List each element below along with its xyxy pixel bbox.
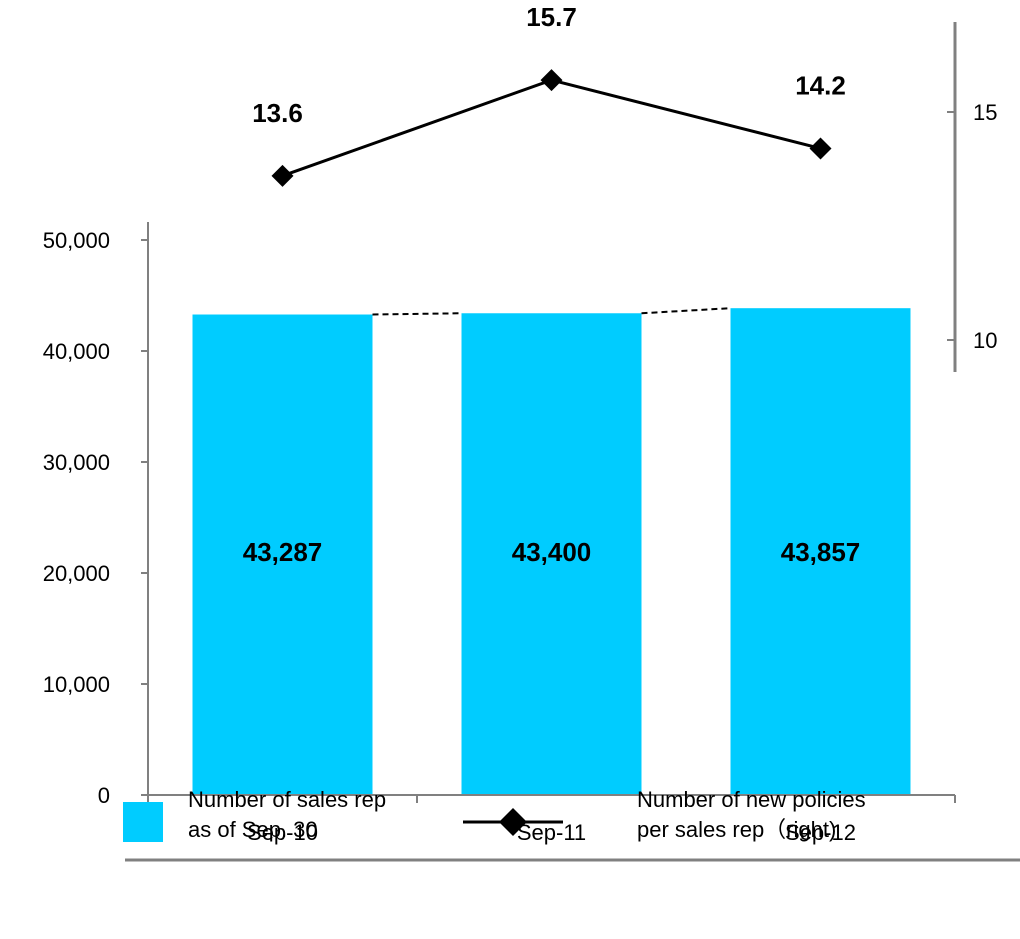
right-axis-tick-label: 15 bbox=[973, 100, 997, 125]
left-axis-tick-label: 10,000 bbox=[43, 672, 110, 697]
bar bbox=[730, 308, 911, 795]
bar-connector-line bbox=[372, 312, 462, 316]
x-axis-group: Sep-10 Sep-11 Sep-12 bbox=[147, 794, 956, 845]
line-series-group bbox=[271, 69, 832, 187]
left-axis-tick-label: 50,000 bbox=[43, 228, 110, 253]
left-axis-tick-label: 40,000 bbox=[43, 339, 110, 364]
legend-bar-label-line2: as of Sep. 30 bbox=[188, 817, 318, 842]
x-axis-tick-label: Sep-12 bbox=[785, 820, 856, 845]
legend-line-label-line2: per sales rep（right) bbox=[637, 817, 836, 842]
legend-bar-label-line1: Number of sales rep bbox=[188, 787, 386, 812]
line-diamond-marker bbox=[809, 137, 832, 160]
x-axis-tick-label: Sep-10 bbox=[247, 820, 318, 845]
right-axis-tick-label: 10 bbox=[973, 328, 997, 353]
line-diamond-marker bbox=[540, 69, 563, 92]
left-axis-tick-label: 20,000 bbox=[43, 561, 110, 586]
bar-data-label: 43,287 bbox=[243, 537, 323, 567]
bar-connector-line bbox=[641, 307, 731, 315]
line-diamond-marker bbox=[271, 164, 294, 187]
bar bbox=[461, 313, 642, 795]
left-axis-tick-label: 30,000 bbox=[43, 450, 110, 475]
bar bbox=[192, 314, 373, 795]
left-axis-tick-label: 0 bbox=[98, 783, 110, 808]
line-labels-group: 13.6 15.7 14.2 bbox=[252, 2, 846, 128]
bar-connectors-group bbox=[372, 307, 731, 316]
bar-labels-group: 43,287 43,400 43,857 bbox=[243, 537, 861, 567]
right-axis-group: 10 15 bbox=[947, 22, 997, 372]
legend-line-label-line1: Number of new policies bbox=[637, 787, 866, 812]
legend: Number of sales rep as of Sep. 30 Number… bbox=[123, 787, 1020, 862]
left-axis-group: 0 10,000 20,000 30,000 40,000 50,000 bbox=[43, 222, 149, 808]
x-axis-tick-label: Sep-11 bbox=[517, 820, 586, 845]
bar-data-label: 43,400 bbox=[512, 537, 592, 567]
legend-diamond-marker bbox=[499, 808, 527, 836]
line-data-label: 14.2 bbox=[795, 70, 846, 100]
bar-data-label: 43,857 bbox=[781, 537, 861, 567]
legend-bar-swatch bbox=[123, 802, 163, 842]
line-series-path bbox=[281, 78, 821, 178]
line-data-label: 13.6 bbox=[252, 98, 303, 128]
bars-group bbox=[192, 308, 911, 795]
line-data-label: 15.7 bbox=[526, 2, 577, 32]
